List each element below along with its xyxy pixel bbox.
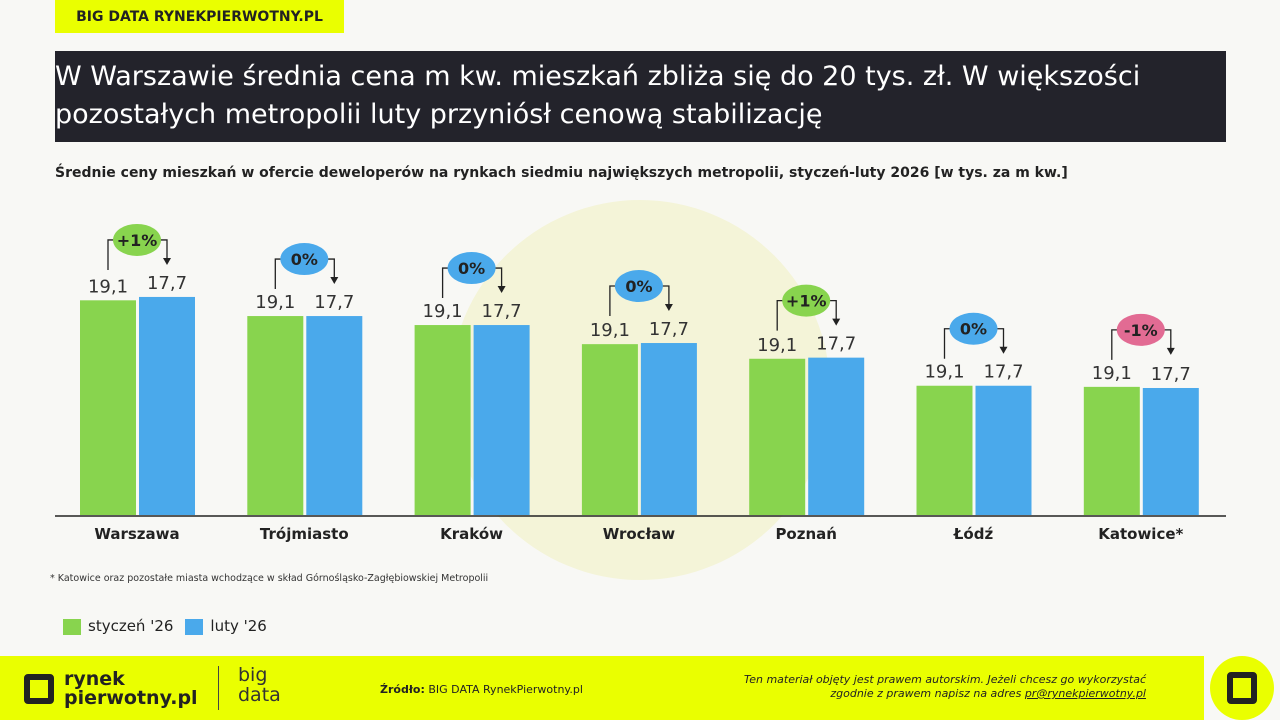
category-label: Poznań — [775, 525, 837, 543]
legend-item-jan: styczeń '26 — [63, 617, 173, 635]
divider — [218, 666, 219, 710]
value-label: 19,1 — [590, 320, 630, 341]
category-label: Wrocław — [603, 525, 676, 543]
bar-0 — [414, 325, 471, 515]
change-badge — [280, 243, 329, 276]
bar-0 — [749, 358, 806, 515]
category-label: Warszawa — [94, 525, 179, 543]
value-label: 17,7 — [314, 292, 354, 313]
change-label: 0% — [625, 277, 652, 296]
copyright-note: Ten materiał objęty jest prawem autorski… — [743, 673, 1146, 700]
arrow-down-icon — [497, 286, 506, 294]
value-label: 19,1 — [1092, 363, 1132, 384]
logo-icon — [24, 674, 54, 704]
value-label: 17,7 — [482, 301, 522, 322]
value-label: 17,7 — [649, 319, 689, 340]
category-label: Katowice* — [1098, 525, 1183, 543]
corner-logo — [1210, 656, 1274, 720]
bar-0 — [581, 344, 638, 515]
brand-tag: BIG DATA RYNEKPIERWOTNY.PL — [55, 0, 344, 33]
arrow-down-icon — [330, 277, 339, 285]
watermark-circle — [450, 200, 830, 580]
rynekpierwotny-logo: rynek pierwotny.pl — [24, 670, 198, 708]
bar-0 — [1083, 386, 1140, 515]
email-link[interactable]: pr@rynekpierwotny.pl — [1024, 687, 1146, 700]
change-badge — [1116, 313, 1165, 346]
chart-title: Średnie ceny mieszkań w ofercie dewelope… — [55, 165, 1068, 181]
logo-icon — [1227, 672, 1257, 704]
category-label: Łódź — [953, 525, 994, 543]
change-label: 0% — [458, 259, 485, 278]
bigdata-logo: big data — [238, 664, 281, 706]
change-label: -1% — [1124, 321, 1158, 340]
title-text: W Warszawie średnia cena m kw. mieszkań … — [55, 61, 1141, 130]
footer — [0, 656, 1204, 720]
bar-1 — [640, 343, 697, 515]
bar-0 — [916, 385, 973, 515]
value-label: 17,7 — [147, 273, 187, 294]
value-label: 17,7 — [983, 362, 1023, 383]
value-label: 19,1 — [924, 362, 964, 383]
arrow-down-icon — [999, 346, 1008, 354]
value-label: 19,1 — [423, 301, 463, 322]
arrow-down-icon — [664, 304, 673, 312]
value-label: 19,1 — [757, 335, 797, 356]
arrow-down-icon — [1166, 347, 1175, 355]
change-label: +1% — [117, 231, 158, 250]
change-badge — [614, 270, 663, 303]
legend-item-feb: luty '26 — [185, 617, 267, 635]
category-label: Trójmiasto — [260, 525, 349, 543]
bar-0 — [80, 300, 136, 515]
page-title: W Warszawie średnia cena m kw. mieszkań … — [55, 51, 1226, 142]
value-label: 17,7 — [1151, 364, 1191, 385]
category-label: Kraków — [440, 525, 503, 543]
change-badge — [113, 223, 161, 256]
bar-1 — [808, 357, 865, 515]
legend: styczeń '26 luty '26 — [63, 617, 267, 635]
bar-1 — [975, 385, 1032, 515]
footnote: * Katowice oraz pozostałe miasta wchodzą… — [50, 573, 489, 584]
value-label: 19,1 — [255, 292, 295, 313]
arrow-down-icon — [832, 318, 841, 326]
value-label: 19,1 — [88, 276, 128, 297]
change-label: 0% — [291, 250, 318, 269]
arrow-down-icon — [163, 257, 171, 265]
bar-1 — [306, 316, 363, 515]
bar-1 — [473, 325, 530, 515]
change-label: +1% — [786, 292, 827, 311]
source: Źródło: BIG DATA RynekPierwotny.pl — [380, 683, 583, 696]
change-badge — [782, 284, 831, 317]
change-badge — [949, 312, 998, 345]
bar-1 — [139, 296, 195, 515]
bar-0 — [247, 316, 304, 515]
change-label: 0% — [960, 320, 987, 339]
value-label: 17,7 — [816, 334, 856, 355]
bar-1 — [1142, 387, 1199, 515]
change-badge — [447, 252, 496, 285]
